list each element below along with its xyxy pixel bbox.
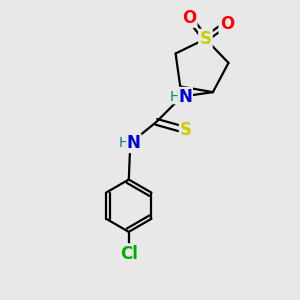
Text: N: N bbox=[178, 88, 192, 106]
Text: Cl: Cl bbox=[120, 244, 138, 262]
Text: O: O bbox=[220, 14, 234, 32]
Text: H: H bbox=[170, 90, 180, 104]
Text: O: O bbox=[182, 9, 196, 27]
Text: S: S bbox=[200, 30, 211, 48]
Text: N: N bbox=[127, 134, 141, 152]
Text: S: S bbox=[180, 121, 192, 139]
Text: H: H bbox=[118, 136, 129, 150]
